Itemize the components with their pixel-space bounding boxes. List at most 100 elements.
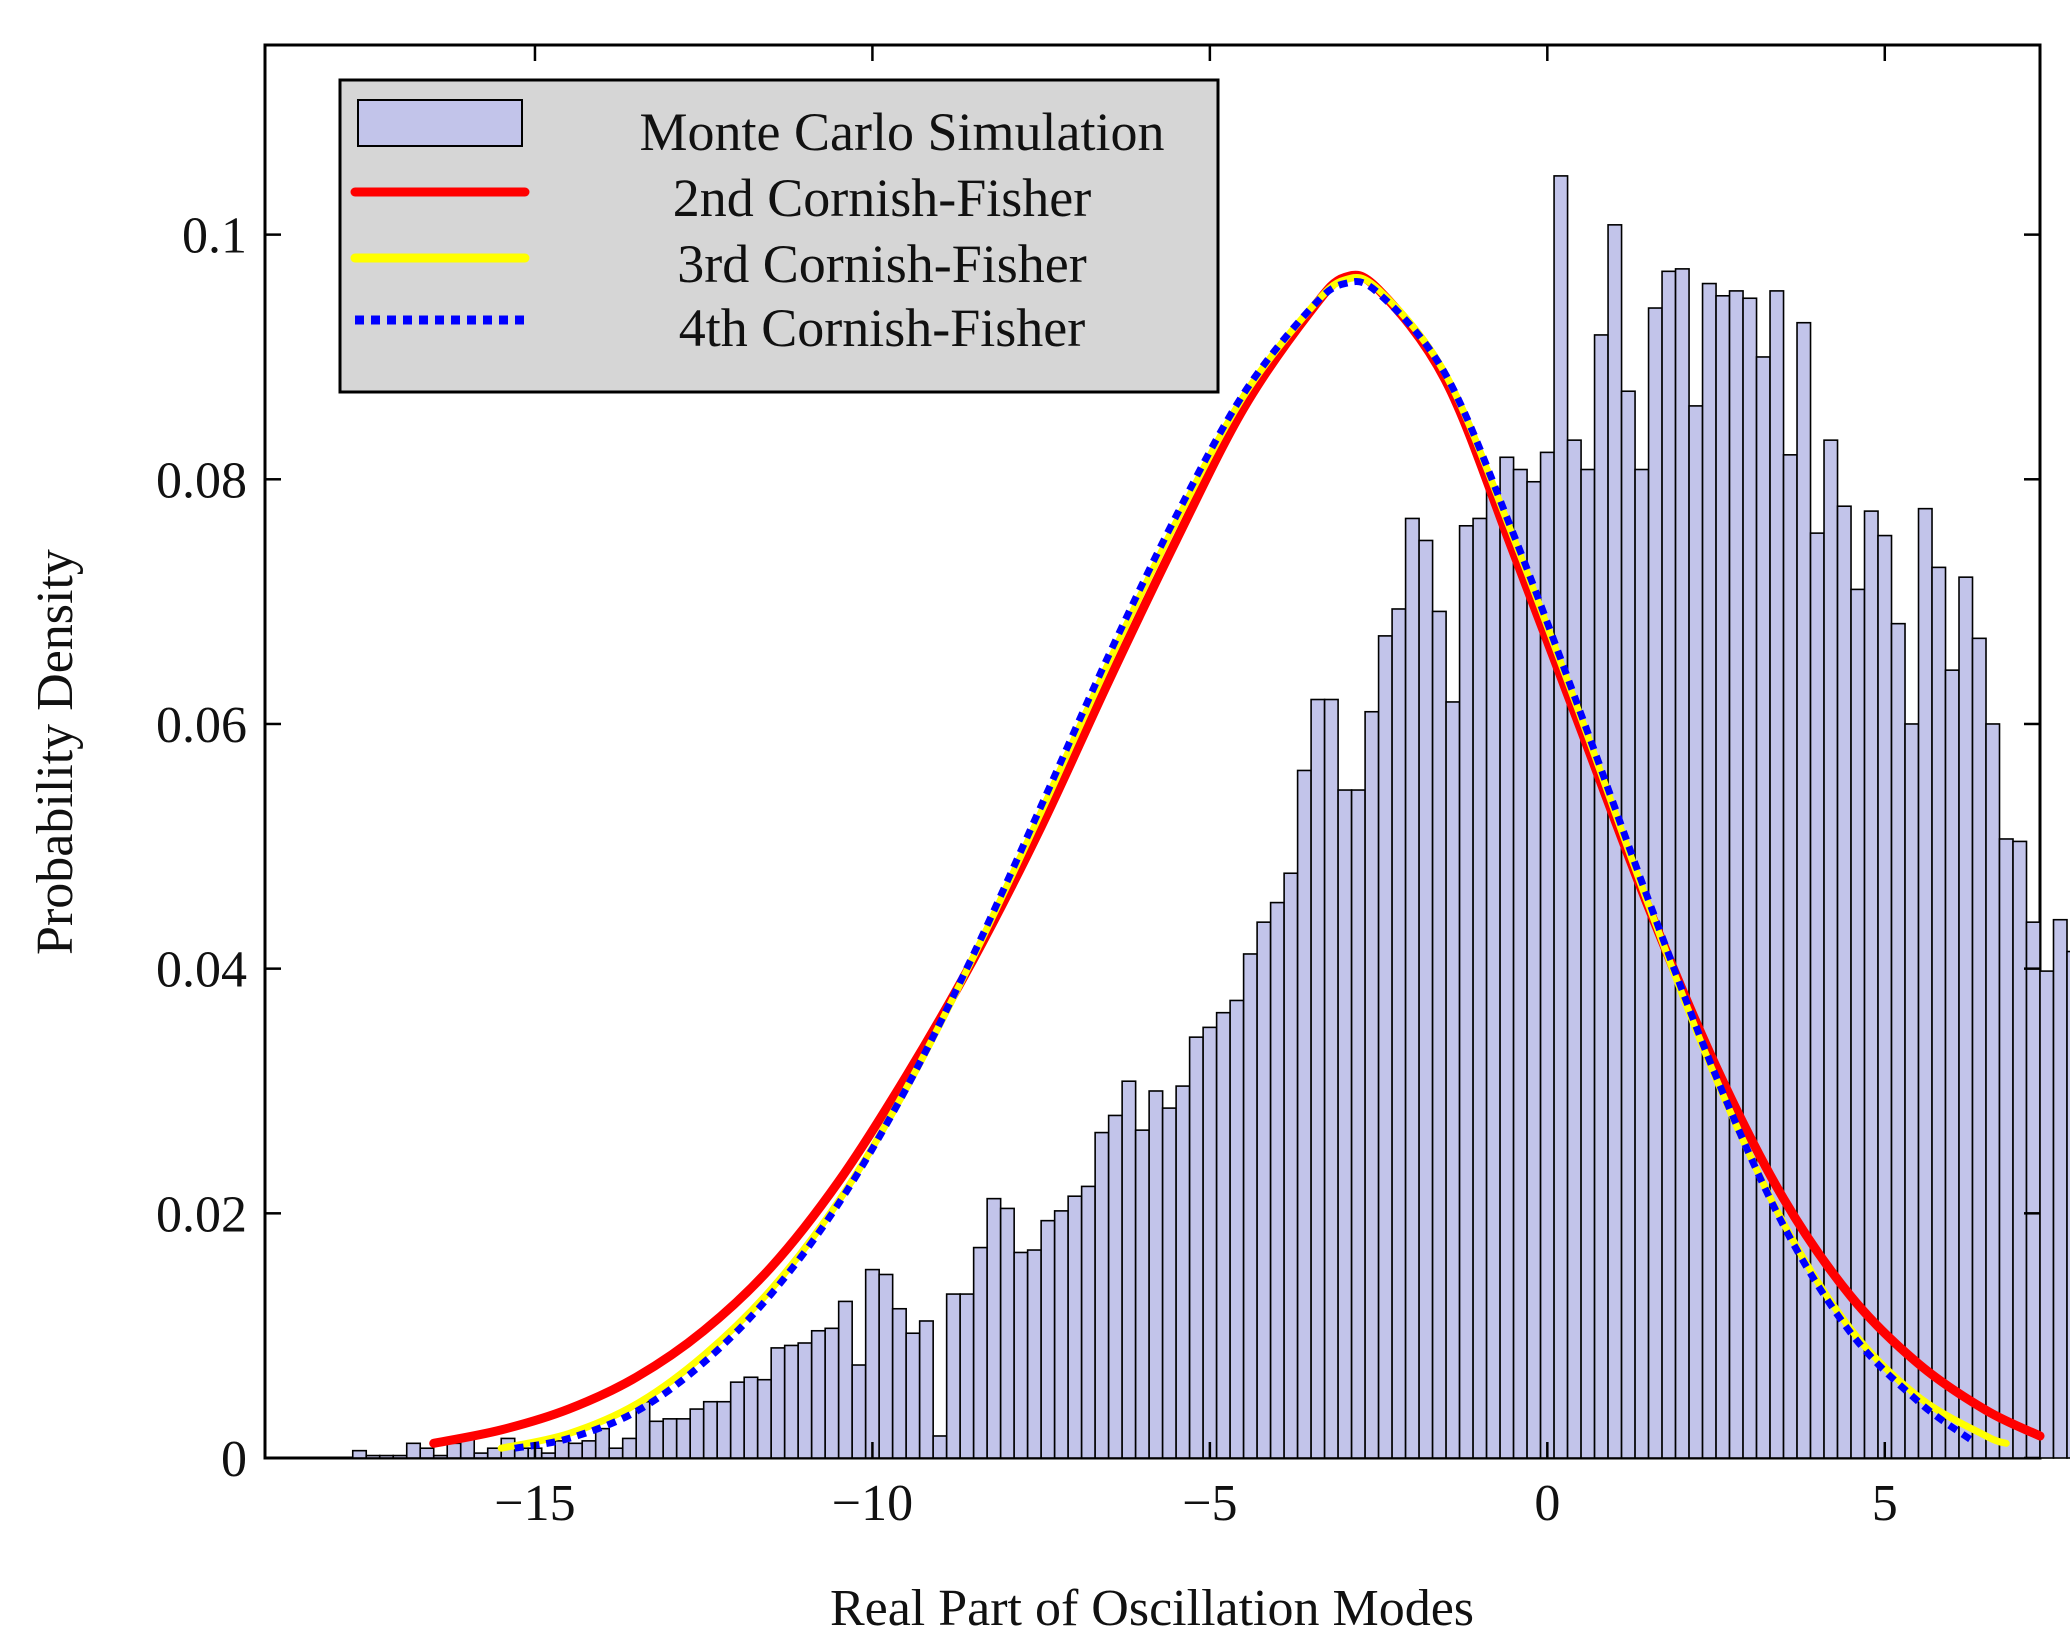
histogram-bar — [1958, 576, 1974, 1459]
histogram-bar — [2039, 970, 2055, 1459]
histogram-bar — [1769, 290, 1785, 1459]
histogram-bar — [1445, 701, 1461, 1459]
histogram-bar — [351, 1449, 368, 1459]
histogram-bar — [729, 1381, 745, 1459]
histogram-bar — [770, 1347, 786, 1459]
histogram-bar — [1998, 838, 2014, 1459]
histogram-bar — [945, 1293, 961, 1459]
histogram-bar — [1053, 1210, 1069, 1459]
histogram-bar — [905, 1332, 921, 1459]
histogram-bar — [1620, 390, 1636, 1459]
histogram-bar — [1688, 405, 1704, 1459]
histogram-bar — [662, 1418, 678, 1459]
x-tick-label: −10 — [832, 1475, 913, 1532]
histogram-bar — [1188, 1036, 1204, 1459]
histogram-bar — [1350, 789, 1366, 1459]
histogram-bar — [1202, 1026, 1218, 1459]
histogram-bar — [446, 1442, 462, 1459]
histogram-bar — [1094, 1131, 1110, 1459]
histogram-bar — [1337, 789, 1353, 1459]
y-tick-label: 0.02 — [156, 1186, 247, 1243]
legend-label-3rd: 3rd Cornish-Fisher — [677, 234, 1087, 294]
histogram-bar — [378, 1454, 395, 1459]
legend-swatch-histogram — [357, 99, 523, 147]
histogram-bar — [1782, 454, 1798, 1459]
histogram-bar — [1323, 698, 1339, 1459]
histogram-bar — [1647, 307, 1663, 1459]
histogram-bar — [1080, 1185, 1096, 1459]
histogram-bar — [1283, 872, 1299, 1459]
histogram-bar — [1269, 901, 1285, 1459]
histogram-bar — [2012, 840, 2028, 1459]
legend-label-4th: 4th Cornish-Fisher — [679, 298, 1086, 358]
histogram-bar — [621, 1437, 638, 1459]
histogram-bar — [2025, 921, 2041, 1459]
histogram-bar — [581, 1440, 597, 1459]
histogram-bar — [1310, 698, 1326, 1459]
histogram-bar — [743, 1376, 759, 1459]
legend-label-2nd: 2nd Cornish-Fisher — [673, 168, 1092, 228]
histogram-bar — [1499, 456, 1515, 1459]
histogram-bar — [918, 1320, 934, 1459]
histogram-bar — [864, 1268, 880, 1459]
histogram-bar — [608, 1447, 624, 1459]
legend-label-histogram: Monte Carlo Simulation — [640, 102, 1165, 162]
histogram-bar — [1985, 723, 2001, 1459]
histogram-bar — [594, 1427, 611, 1459]
histogram-bar — [1040, 1219, 1056, 1459]
histogram-bar — [1296, 769, 1312, 1459]
histogram-bar — [1121, 1080, 1137, 1459]
histogram-bar — [851, 1364, 867, 1459]
histogram-bar — [1013, 1251, 1029, 1459]
histogram-bar — [1215, 1011, 1231, 1459]
histogram-bar — [878, 1273, 894, 1459]
histogram-bar — [405, 1442, 422, 1459]
x-tick-label: −5 — [1182, 1475, 1237, 1532]
histogram-bar — [1796, 321, 1812, 1459]
histogram-bar — [1391, 608, 1407, 1459]
histogram-bar — [648, 1420, 665, 1459]
curve-4th-cornish-fisher — [514, 278, 1975, 1452]
histogram-bar — [675, 1418, 691, 1459]
histogram-bar — [1364, 710, 1380, 1459]
histogram-bar — [824, 1327, 840, 1459]
histogram-bar — [540, 1452, 557, 1459]
x-axis-label: Real Part of Oscillation Modes — [830, 1580, 1474, 1637]
histogram-bar — [1877, 534, 1893, 1459]
histogram-bar — [1728, 290, 1744, 1459]
legend: Monte Carlo Simulation 2nd Cornish-Fishe… — [338, 78, 1220, 394]
y-tick-label: 0.06 — [156, 697, 247, 754]
histogram-bar — [554, 1440, 570, 1459]
histogram-bar — [837, 1300, 853, 1459]
histogram-bar — [932, 1435, 948, 1459]
histogram-bar — [702, 1400, 718, 1459]
histogram-bar — [1890, 622, 1906, 1459]
histogram-bar — [392, 1454, 408, 1459]
histogram-bar — [959, 1293, 975, 1459]
histogram-bar — [1593, 334, 1609, 1459]
y-tick-label: 0.08 — [156, 452, 247, 509]
histogram-bar — [1485, 488, 1501, 1459]
histogram-bar — [1917, 507, 1933, 1459]
histogram-bar — [810, 1329, 826, 1459]
histogram-bar — [689, 1408, 705, 1459]
histogram-bar — [1931, 566, 1947, 1459]
histogram-bar — [1107, 1114, 1123, 1459]
histogram-bar — [797, 1342, 813, 1459]
x-tick-label: −15 — [494, 1475, 575, 1532]
histogram-bar — [1755, 356, 1771, 1459]
histogram-bar — [1242, 953, 1258, 1459]
histogram-bar — [1634, 468, 1650, 1459]
histogram-bar — [1944, 669, 1960, 1459]
histogram-bar — [2066, 950, 2070, 1459]
histogram-bar — [1566, 439, 1582, 1459]
histogram-bar — [1715, 294, 1731, 1459]
histogram-bar — [999, 1207, 1015, 1459]
histogram-bar — [1742, 297, 1758, 1459]
y-tick-label: 0.04 — [156, 942, 247, 999]
x-tick-label: 0 — [1534, 1475, 1560, 1532]
histogram-bar — [1256, 921, 1272, 1459]
histogram-bar — [2052, 918, 2068, 1459]
histogram-bar — [1809, 532, 1825, 1459]
